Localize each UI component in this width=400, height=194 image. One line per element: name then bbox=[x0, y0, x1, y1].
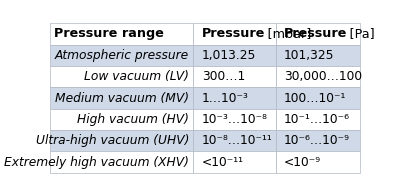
Bar bbox=[50, 87, 193, 109]
Text: 300…1: 300…1 bbox=[202, 70, 245, 83]
Bar bbox=[193, 66, 276, 87]
Text: 10⁻¹…10⁻⁶: 10⁻¹…10⁻⁶ bbox=[284, 113, 350, 126]
Bar bbox=[50, 152, 193, 173]
Bar bbox=[50, 109, 193, 130]
Bar bbox=[276, 23, 360, 45]
Text: High vacuum (HV): High vacuum (HV) bbox=[77, 113, 189, 126]
Text: 10⁻³…10⁻⁸: 10⁻³…10⁻⁸ bbox=[202, 113, 268, 126]
Text: [mbar]: [mbar] bbox=[265, 28, 312, 41]
Bar bbox=[276, 152, 360, 173]
Bar bbox=[50, 23, 193, 45]
Text: Pressure: Pressure bbox=[202, 28, 265, 41]
Text: Extremely high vacuum (XHV): Extremely high vacuum (XHV) bbox=[4, 156, 189, 169]
Bar bbox=[193, 130, 276, 152]
Bar bbox=[193, 23, 276, 45]
Bar bbox=[276, 109, 360, 130]
Text: 30,000…100: 30,000…100 bbox=[284, 70, 362, 83]
Text: 10⁻⁶…10⁻⁹: 10⁻⁶…10⁻⁹ bbox=[284, 134, 350, 147]
Text: Pressure: Pressure bbox=[284, 28, 348, 41]
Text: Ultra-high vacuum (UHV): Ultra-high vacuum (UHV) bbox=[36, 134, 189, 147]
Bar bbox=[276, 87, 360, 109]
Text: Medium vacuum (MV): Medium vacuum (MV) bbox=[55, 92, 189, 105]
Text: 10⁻⁸…10⁻¹¹: 10⁻⁸…10⁻¹¹ bbox=[202, 134, 273, 147]
Bar bbox=[193, 152, 276, 173]
Text: 101,325: 101,325 bbox=[284, 49, 334, 62]
Text: [Pa]: [Pa] bbox=[348, 28, 375, 41]
Bar bbox=[276, 130, 360, 152]
Text: Low vacuum (LV): Low vacuum (LV) bbox=[84, 70, 189, 83]
Bar bbox=[193, 45, 276, 66]
Bar bbox=[193, 109, 276, 130]
Bar bbox=[50, 45, 193, 66]
Bar bbox=[193, 87, 276, 109]
Text: Pressure range: Pressure range bbox=[54, 28, 164, 41]
Text: 100…10⁻¹: 100…10⁻¹ bbox=[284, 92, 346, 105]
Text: 1…10⁻³: 1…10⁻³ bbox=[202, 92, 249, 105]
Text: <10⁻¹¹: <10⁻¹¹ bbox=[202, 156, 244, 169]
Text: <10⁻⁹: <10⁻⁹ bbox=[284, 156, 321, 169]
Text: 1,013.25: 1,013.25 bbox=[202, 49, 256, 62]
Bar bbox=[50, 66, 193, 87]
Text: Atmospheric pressure: Atmospheric pressure bbox=[55, 49, 189, 62]
Bar bbox=[50, 130, 193, 152]
Bar bbox=[276, 45, 360, 66]
Bar bbox=[276, 66, 360, 87]
